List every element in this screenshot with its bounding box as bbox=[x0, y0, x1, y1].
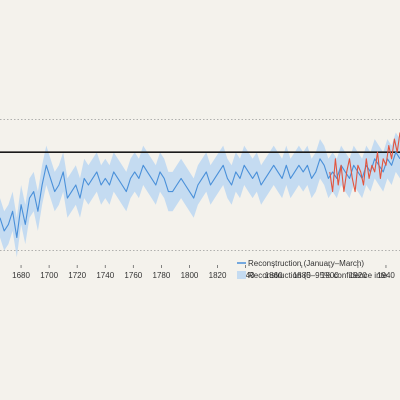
x-tick-label-1760: 1760 bbox=[124, 271, 142, 280]
confidence-band bbox=[0, 132, 400, 258]
x-tick-label-1820: 1820 bbox=[209, 271, 227, 280]
legend-label-reconstruction: Reconstruction (January–March) bbox=[248, 259, 364, 268]
x-tick-label-1740: 1740 bbox=[96, 271, 114, 280]
legend-label-confidence-interval: Reconstruction (5–95% confidence inte bbox=[248, 271, 388, 280]
x-tick-label-1920: 1920 bbox=[349, 271, 367, 280]
x-tick-label-1720: 1720 bbox=[68, 271, 86, 280]
x-tick-label-1700: 1700 bbox=[40, 271, 58, 280]
grid-layer bbox=[0, 118, 400, 252]
x-tick-label-1780: 1780 bbox=[153, 271, 171, 280]
legend-band-swatch bbox=[237, 271, 246, 279]
x-tick-label-1680: 1680 bbox=[12, 271, 30, 280]
x-tick-label-1800: 1800 bbox=[181, 271, 199, 280]
series-line-instrumental bbox=[329, 132, 400, 193]
x-tick-label-1940: 1940 bbox=[377, 271, 395, 280]
x-axis: 1680170017201740176017801800182018401860… bbox=[12, 265, 395, 280]
confidence-band-layer bbox=[0, 132, 400, 258]
series-line-layer bbox=[0, 132, 400, 239]
series-line-reconstruction bbox=[0, 151, 400, 239]
legend: Reconstruction (January–March) Reconstru… bbox=[237, 259, 388, 280]
x-tick-label-1880: 1880 bbox=[293, 271, 311, 280]
x-tick-label-1900: 1900 bbox=[321, 271, 339, 280]
x-tick-label-1860: 1860 bbox=[265, 271, 283, 280]
